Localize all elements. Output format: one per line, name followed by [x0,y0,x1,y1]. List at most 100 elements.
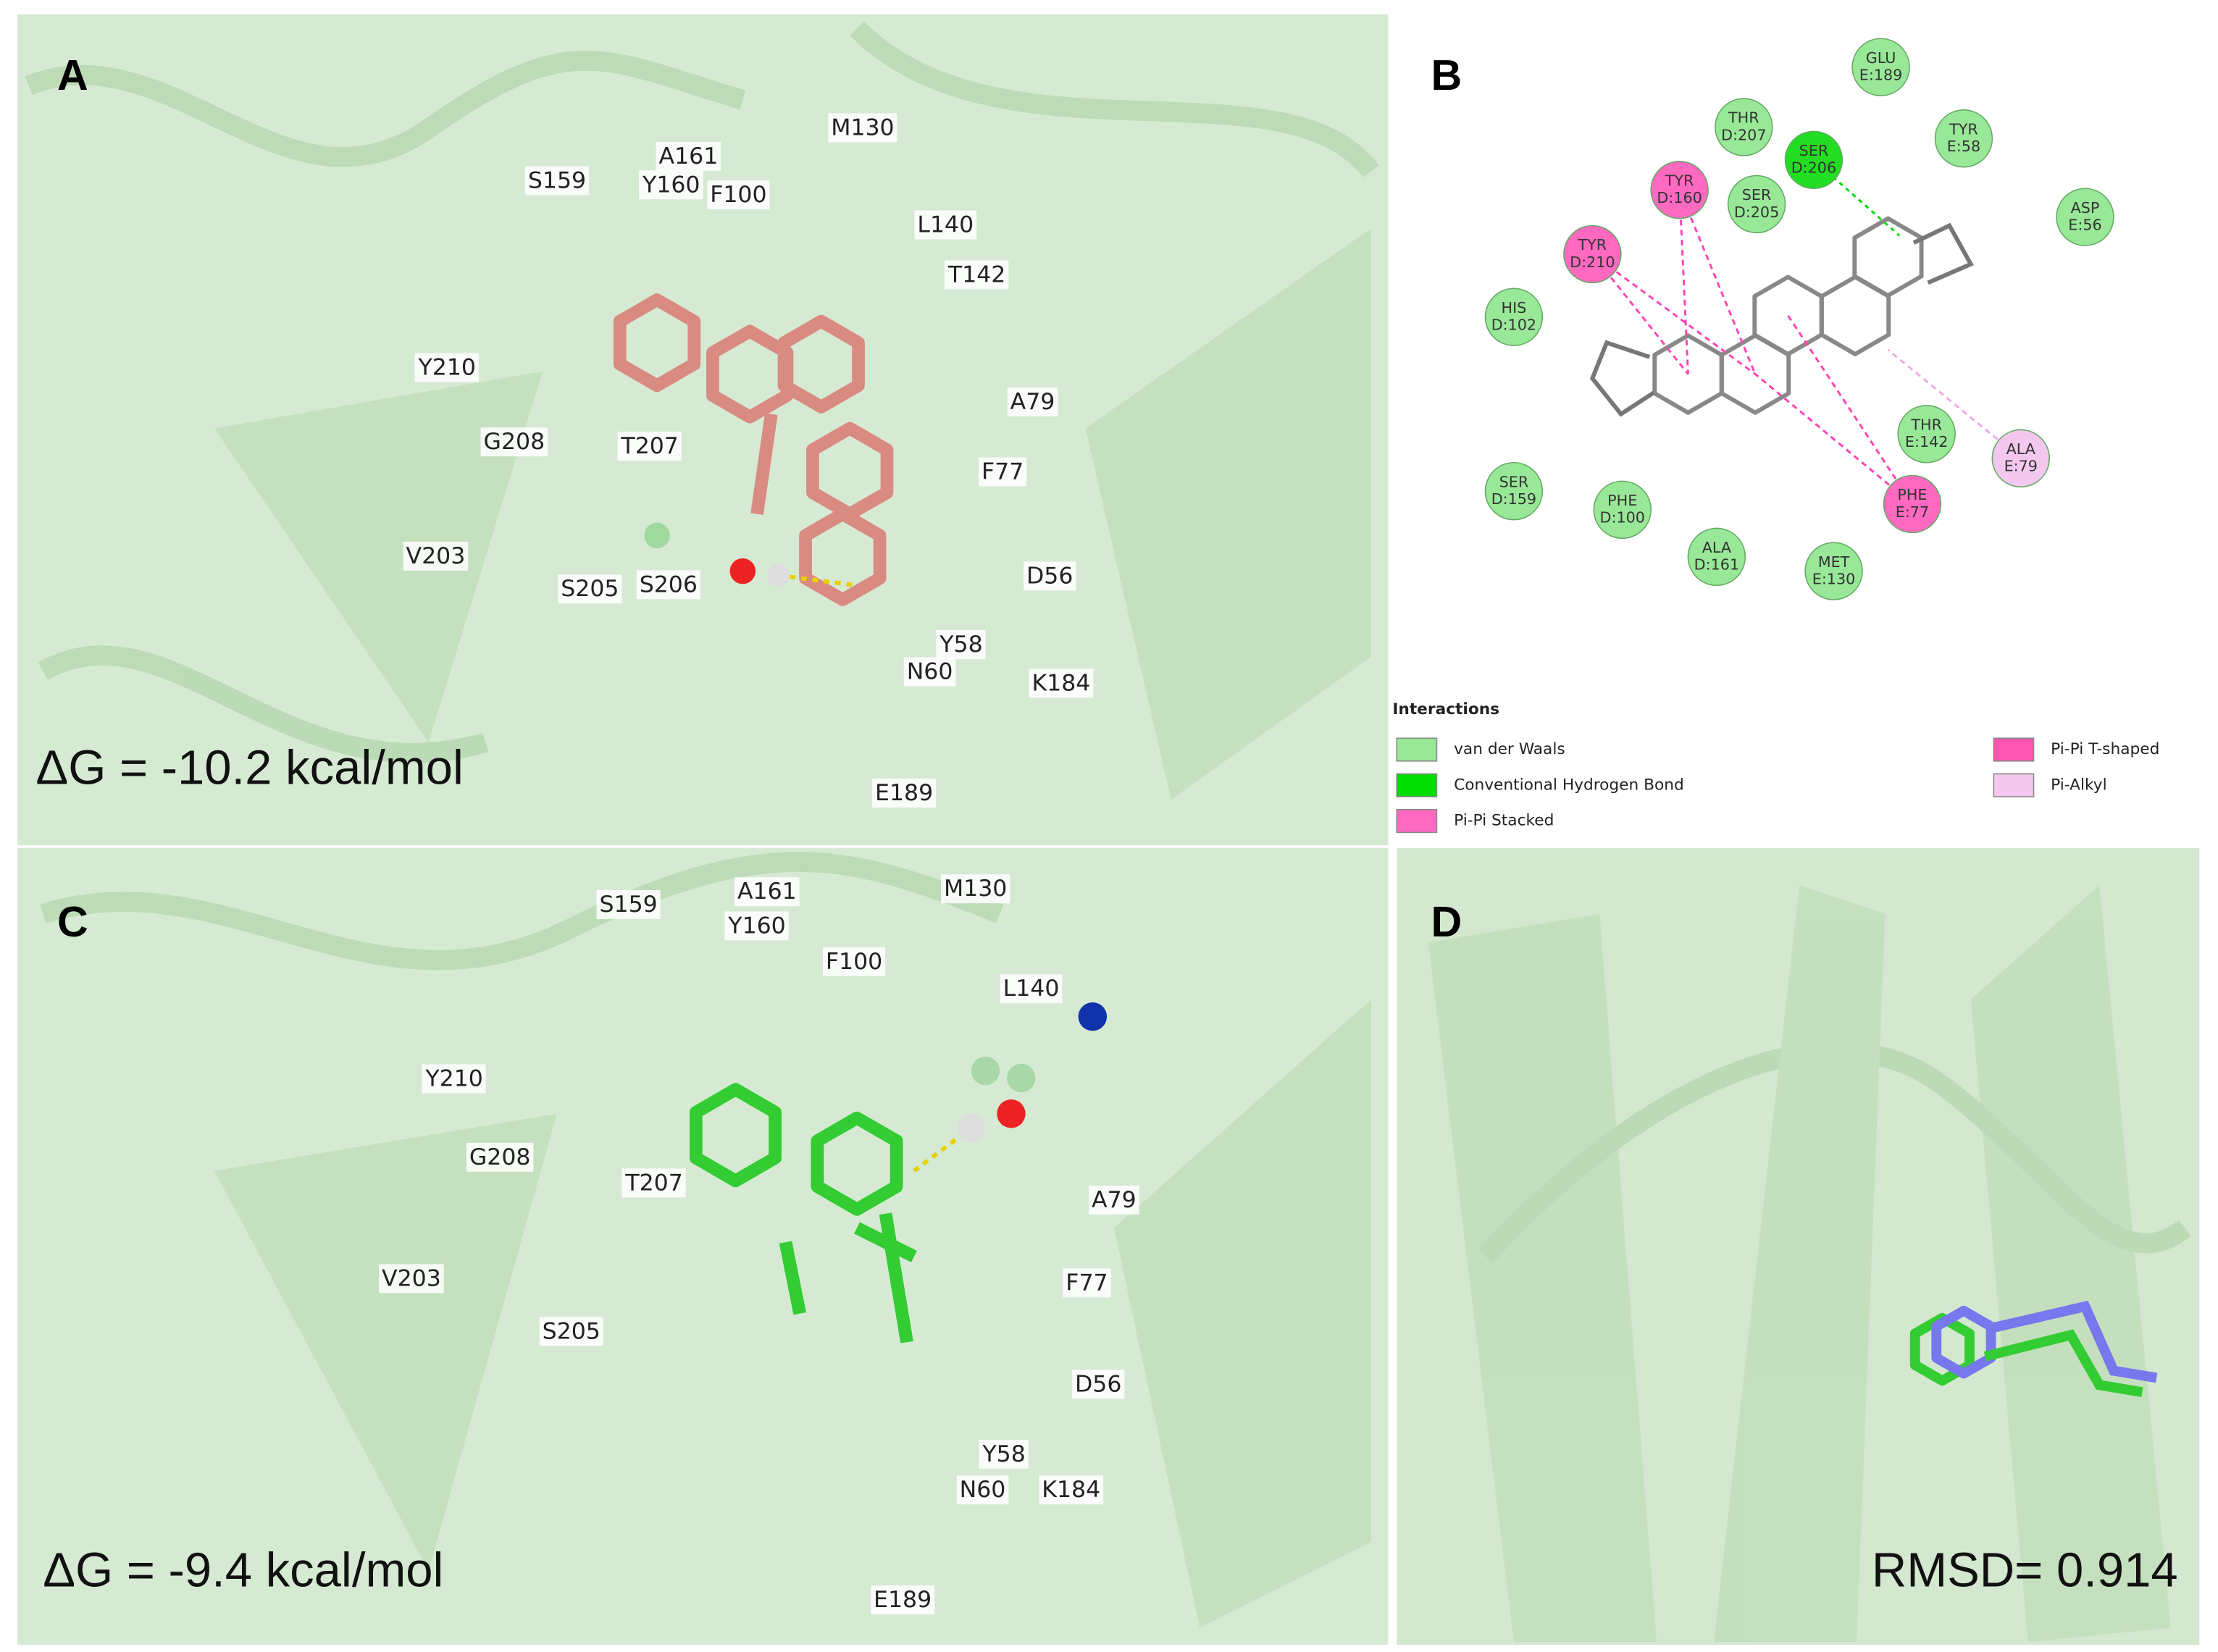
residue-id: D:210 [1570,253,1615,271]
ribbon [850,21,1379,178]
label-box [403,541,469,571]
residue-label: A161 [737,879,797,905]
residue-node [1593,480,1652,540]
residue-label: Y160 [642,172,700,198]
legend-label: van der Waals [1454,740,1565,758]
residue-name: SER [1799,142,1829,159]
label-box [956,1475,1009,1505]
label-box [422,1064,486,1094]
label-box [524,166,590,196]
residue-label: Y58 [939,632,982,658]
residue-label: S205 [543,1318,600,1344]
residue-node [1484,288,1544,346]
sheet [1713,885,1886,1643]
legend-swatch [1396,809,1438,834]
residue-node [1650,160,1709,219]
ribbon [38,645,489,763]
label-box [822,947,886,976]
label-box [414,353,479,382]
bond [750,413,778,515]
atom [957,1113,986,1143]
residue-label: S206 [640,571,698,598]
residue-label: M130 [944,876,1007,902]
legend-label: Pi-Alkyl [2051,776,2106,794]
residue-label: G208 [469,1144,531,1170]
sheet [1085,228,1371,800]
legend-swatch [1993,737,2035,762]
label-box [979,1439,1029,1469]
residue-name: TYR [1949,120,1978,138]
ring [613,293,701,393]
residue-node [1897,405,1956,464]
label-box [1039,1475,1104,1505]
residue-name: ALA [1702,539,1731,556]
residue-label: T207 [620,433,678,459]
residue-name: TYR [1578,236,1607,253]
residue-label: D56 [1026,563,1073,589]
residue-name: TYR [1665,172,1694,189]
atom [766,563,790,587]
label-box [1000,974,1063,1004]
hbond [778,573,858,588]
residue-name: GLU [1866,49,1896,67]
residue-label: A161 [659,143,719,169]
residue-name: MET [1818,553,1850,571]
label-box [622,1168,686,1198]
atom [971,1056,1000,1086]
panel-label: A [57,51,88,99]
residue-label: E189 [875,780,933,806]
label-box [914,210,977,240]
residue-label: Y58 [982,1441,1025,1467]
pi-alkyl [1887,348,2022,459]
residue-label: D56 [1075,1371,1121,1397]
label-box [707,180,770,210]
ring [1909,1312,1975,1386]
sheet [1428,913,1657,1643]
label-box [466,1142,534,1172]
label-box [636,570,700,600]
panel-label: B [1431,51,1462,99]
legend-swatch [1993,773,2035,797]
label-box [1063,1268,1111,1298]
residue-node [1883,474,1942,534]
pi-interaction [1678,190,1689,374]
ring [1931,1305,1996,1379]
residue-node [1934,109,1993,168]
label-box [480,427,548,457]
label-box [941,874,1010,904]
atom [997,1099,1026,1128]
residue-label: F100 [710,182,766,208]
residue-label: A79 [1010,389,1055,415]
legend-label: Pi-Pi Stacked [1454,812,1554,830]
residue-node [1484,461,1544,521]
residue-name: THR [1910,416,1942,434]
ring [1912,222,1974,285]
residue-name: ASP [2071,199,2100,217]
legend-title: Interactions [1392,700,1499,718]
residue-name: THR [1728,109,1759,127]
residue-node [1715,98,1773,156]
label-box [903,657,956,687]
residue-node [1804,542,1863,600]
sheet [1970,885,2171,1643]
legend-swatch [1396,773,1438,797]
residue-name: ALA [2006,440,2035,458]
pi-interaction [1787,314,1914,505]
residue-node [1727,175,1786,234]
residue-label: K184 [1042,1477,1100,1503]
label-box [1072,1370,1125,1399]
label-box [617,432,682,461]
residue-id: E:142 [1905,433,1949,450]
residue-id: D:207 [1721,126,1766,143]
residue-label: S205 [561,576,619,602]
residue-node [1563,225,1622,284]
residue-id: E:79 [2004,458,2038,475]
residue-label: M130 [831,114,894,141]
residue-label: Y210 [417,355,475,381]
residue-label: Y160 [727,913,785,939]
residue-label: K184 [1032,670,1091,696]
residue-id: D:205 [1734,204,1779,221]
label-box [735,877,800,907]
legend-swatch [1396,737,1438,762]
